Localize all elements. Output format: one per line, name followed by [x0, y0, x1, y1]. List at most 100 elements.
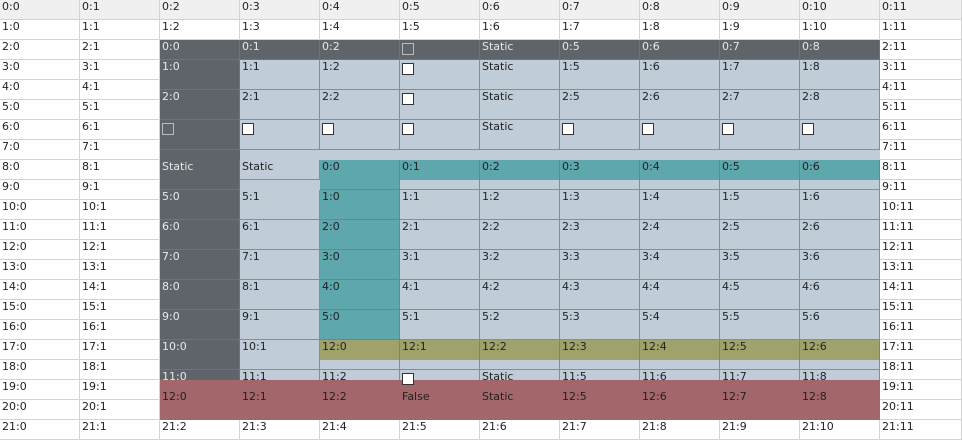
grid-cell[interactable]: 17:0 [0, 340, 80, 360]
grid-cell[interactable]: 19:0 [0, 380, 80, 400]
inner-grid-cell[interactable]: 0:1 [400, 160, 480, 190]
grid-cell[interactable]: 21:5 [400, 420, 480, 440]
checkbox[interactable] [160, 120, 240, 150]
column-header-cell[interactable]: 0:5 [400, 0, 480, 20]
grid-cell[interactable]: 14:0 [0, 280, 80, 300]
inner-grid-cell[interactable]: 3:6 [800, 250, 880, 280]
column-header-cell[interactable]: 0:4 [320, 0, 400, 20]
inner-grid-cell[interactable]: 5:0 [320, 310, 400, 340]
inner-grid-cell[interactable]: 4:6 [800, 280, 880, 310]
grid-cell[interactable]: 21:4 [320, 420, 400, 440]
inner-grid-cell[interactable]: 5:1 [400, 310, 480, 340]
inner-grid-cell[interactable]: 4:3 [560, 280, 640, 310]
grid-cell[interactable]: 21:0 [0, 420, 80, 440]
column-header-cell[interactable]: 0:6 [480, 0, 560, 20]
grid-cell[interactable]: 1:2 [160, 20, 240, 40]
inner-grid-cell[interactable]: Static [480, 60, 560, 90]
inner-grid-cell[interactable]: 7:0 [160, 250, 240, 280]
column-header-cell[interactable]: 0:10 [800, 0, 880, 20]
inner-grid-cell[interactable]: 2:5 [560, 90, 640, 120]
inner-grid-cell[interactable]: 4:4 [640, 280, 720, 310]
inner-grid-cell[interactable]: 0:6 [640, 40, 720, 60]
grid-cell[interactable]: 1:6 [480, 20, 560, 40]
grid-cell[interactable]: 4:11 [880, 80, 962, 100]
checkbox-box[interactable] [162, 123, 174, 135]
column-header-cell[interactable]: 0:7 [560, 0, 640, 20]
inner-grid-cell[interactable]: 1:3 [560, 190, 640, 220]
grid-cell[interactable]: 8:11 [880, 160, 962, 180]
grid-cell[interactable]: 11:1 [80, 220, 160, 240]
inner-grid-cell[interactable]: 11:8 [800, 370, 880, 390]
checkbox-box[interactable] [642, 123, 654, 135]
checkbox[interactable] [400, 370, 480, 390]
grid-cell[interactable]: 1:10 [800, 20, 880, 40]
grid-cell[interactable]: 2:0 [0, 40, 80, 60]
inner-grid-cell[interactable]: 5:6 [800, 310, 880, 340]
inner-grid-cell[interactable]: 0:8 [800, 40, 880, 60]
grid-cell[interactable]: 16:0 [0, 320, 80, 340]
inner-grid-cell[interactable]: 0:0 [320, 160, 400, 190]
inner-grid-cell[interactable]: 1:5 [560, 60, 640, 90]
inner-grid-cell[interactable]: False [400, 390, 480, 410]
checkbox-box[interactable] [322, 123, 334, 135]
inner-grid-cell[interactable]: 12:5 [720, 340, 800, 370]
inner-grid-cell[interactable]: 4:5 [720, 280, 800, 310]
checkbox[interactable] [800, 120, 880, 150]
inner-grid-cell[interactable]: 0:5 [720, 160, 800, 190]
inner-grid-cell[interactable]: 3:0 [320, 250, 400, 280]
column-header-cell[interactable]: 0:0 [0, 0, 80, 20]
column-header-cell[interactable]: 0:9 [720, 0, 800, 20]
grid-cell[interactable]: 13:0 [0, 260, 80, 280]
inner-grid-cell[interactable]: 12:7 [720, 390, 800, 410]
inner-grid-cell[interactable]: 12:8 [800, 390, 880, 410]
checkbox-box[interactable] [402, 43, 414, 55]
inner-grid-cell[interactable]: 0:6 [800, 160, 880, 190]
inner-grid-cell[interactable]: 1:0 [160, 60, 240, 90]
checkbox[interactable] [240, 120, 320, 150]
inner-grid-cell[interactable]: 1:1 [400, 190, 480, 220]
inner-grid-cell[interactable]: Static [480, 120, 560, 150]
inner-grid-cell[interactable]: 12:3 [560, 340, 640, 370]
inner-grid-cell[interactable]: 5:0 [160, 190, 240, 220]
grid-cell[interactable]: 4:1 [80, 80, 160, 100]
inner-grid-cell[interactable]: 1:1 [240, 60, 320, 90]
grid-cell[interactable]: 6:0 [0, 120, 80, 140]
grid-cell[interactable]: 10:0 [0, 200, 80, 220]
inner-grid-cell[interactable]: 0:7 [720, 40, 800, 60]
grid-cell[interactable]: 10:11 [880, 200, 962, 220]
inner-grid-cell[interactable]: 6:0 [160, 220, 240, 250]
grid-cell[interactable]: 5:11 [880, 100, 962, 120]
checkbox-box[interactable] [562, 123, 574, 135]
grid-cell[interactable]: 19:11 [880, 380, 962, 400]
grid-cell[interactable]: 12:0 [0, 240, 80, 260]
grid-cell[interactable]: 7:1 [80, 140, 160, 160]
checkbox-box[interactable] [802, 123, 814, 135]
checkbox[interactable] [400, 90, 480, 120]
inner-grid-cell[interactable]: 1:0 [320, 190, 400, 220]
grid-cell[interactable]: 5:1 [80, 100, 160, 120]
grid-cell[interactable]: 2:11 [880, 40, 962, 60]
inner-grid-cell[interactable]: 8:1 [240, 280, 320, 310]
grid-cell[interactable]: 16:1 [80, 320, 160, 340]
inner-grid-cell[interactable]: 1:4 [640, 190, 720, 220]
inner-grid-cell[interactable]: 12:6 [800, 340, 880, 370]
inner-grid-cell[interactable]: 2:3 [560, 220, 640, 250]
inner-grid-cell[interactable]: 2:1 [400, 220, 480, 250]
inner-grid-cell[interactable]: 11:7 [720, 370, 800, 390]
inner-grid-cell[interactable]: 1:5 [720, 190, 800, 220]
grid-cell[interactable]: 18:11 [880, 360, 962, 380]
inner-grid-cell[interactable]: 6:1 [240, 220, 320, 250]
inner-grid-cell[interactable]: 3:4 [640, 250, 720, 280]
inner-grid-cell[interactable]: 8:0 [160, 280, 240, 310]
inner-grid-cell[interactable]: Static [480, 90, 560, 120]
checkbox[interactable] [720, 120, 800, 150]
inner-grid-cell[interactable]: 11:5 [560, 370, 640, 390]
grid-cell[interactable]: 1:1 [80, 20, 160, 40]
checkbox[interactable] [640, 120, 720, 150]
inner-grid-cell[interactable]: 2:4 [640, 220, 720, 250]
column-header-cell[interactable]: 0:8 [640, 0, 720, 20]
grid-cell[interactable]: 3:0 [0, 60, 80, 80]
grid-cell[interactable]: 9:1 [80, 180, 160, 200]
grid-cell[interactable]: 7:0 [0, 140, 80, 160]
inner-grid-cell[interactable]: 2:6 [640, 90, 720, 120]
